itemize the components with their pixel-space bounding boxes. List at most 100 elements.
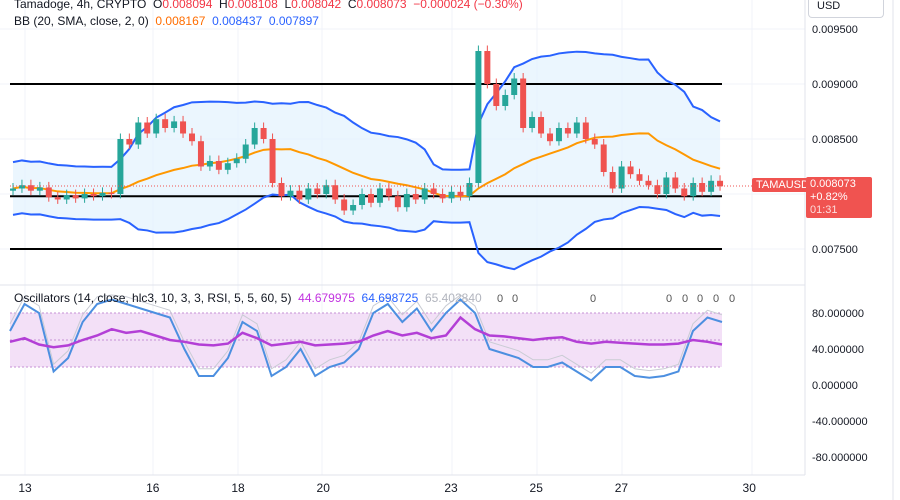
- low-value: 0.008042: [291, 0, 342, 11]
- bb-label: BB (20, SMA, close, 2, 0): [14, 14, 149, 28]
- osc-rsi-line: [9, 315, 723, 349]
- candle-body: [180, 121, 187, 134]
- high-label: H: [219, 0, 228, 11]
- candle-body: [591, 139, 598, 145]
- candle-body: [296, 190, 303, 200]
- candle-body: [547, 133, 553, 142]
- candle-body: [117, 139, 124, 194]
- candle-body: [555, 128, 562, 142]
- candle-body: [269, 139, 276, 183]
- price-tag-countdown: 01:31: [810, 204, 838, 216]
- time-axis-label: 20: [317, 481, 331, 495]
- candle-body: [457, 191, 464, 197]
- candle-body: [376, 188, 383, 203]
- time-axis-label: 23: [444, 481, 458, 495]
- candle-body: [717, 180, 724, 187]
- candle-body: [368, 194, 374, 203]
- candle-body: [394, 196, 401, 208]
- osc-zero-marker: 0: [497, 293, 503, 305]
- candle-body: [27, 185, 34, 191]
- candle-body: [242, 144, 249, 159]
- candle-body: [305, 188, 312, 200]
- low-label: L: [284, 0, 292, 11]
- candle-body: [636, 174, 643, 181]
- candle-body: [564, 128, 571, 134]
- osc-axis-label: 0.000000: [812, 380, 858, 392]
- price-axis-label: 0.008500: [812, 134, 858, 146]
- time-axis-label: 30: [743, 481, 757, 495]
- candle-body: [681, 188, 688, 197]
- price-axis-label: 0.007500: [812, 244, 858, 256]
- candle-body: [144, 122, 151, 134]
- candle-body: [609, 172, 616, 189]
- candle-body: [350, 205, 357, 211]
- price-axis-label: 0.009500: [812, 24, 858, 36]
- osc-zero-marker: 0: [729, 293, 735, 305]
- candle-body: [600, 144, 607, 172]
- bb-fill: [13, 51, 721, 270]
- candle-body: [278, 183, 285, 197]
- candle-body: [412, 194, 419, 200]
- candle-body: [233, 158, 240, 164]
- candle-body: [63, 195, 70, 200]
- candle-body: [260, 128, 267, 139]
- bb-lower-value: 0.007897: [268, 14, 319, 28]
- symbol-tag: TAMAUSD: [752, 178, 813, 192]
- candle-body: [475, 51, 482, 183]
- candle-body: [627, 166, 634, 175]
- price-tag-price: 0.008073: [810, 178, 856, 190]
- candle-body: [36, 187, 43, 191]
- open-value: 0.008094: [162, 0, 213, 11]
- time-axis-label: 25: [530, 481, 544, 495]
- close-value: 0.008073: [356, 0, 407, 11]
- osc-zero-marker: 0: [682, 293, 688, 305]
- candle-body: [582, 122, 589, 139]
- candle-body: [108, 192, 115, 194]
- candle-body: [502, 95, 509, 106]
- osc-stoch-line: [9, 298, 723, 382]
- candle-body: [153, 119, 160, 134]
- candle-body: [206, 161, 213, 167]
- osc-zero-marker: 0: [713, 293, 719, 305]
- candle-body: [430, 188, 437, 194]
- osc-zero-marker: 0: [697, 293, 703, 305]
- candle-body: [251, 128, 258, 145]
- close-label: C: [347, 0, 357, 11]
- time-axis-label: 27: [615, 481, 629, 495]
- candle-body: [672, 177, 679, 189]
- candle-body: [359, 194, 366, 205]
- osc-zero-marker: 0: [512, 293, 518, 305]
- candle-body: [663, 177, 670, 194]
- candle-body: [189, 133, 195, 142]
- candle-body: [421, 188, 428, 200]
- candle-body: [493, 84, 500, 106]
- candle-body: [511, 78, 518, 95]
- osc-axis-label: 80.000000: [812, 308, 864, 320]
- candle-body: [54, 197, 61, 200]
- candle-body: [224, 163, 231, 170]
- time-axis-label: 16: [146, 481, 160, 495]
- osc-axis-label: -80.000000: [812, 452, 868, 464]
- currency-selector[interactable]: USD: [808, 0, 884, 18]
- osc-zero-marker: 0: [590, 293, 596, 305]
- candle-body: [215, 161, 222, 170]
- candle-body: [171, 121, 178, 128]
- candle-body: [645, 180, 652, 186]
- candle-body: [466, 183, 473, 197]
- candle-body: [10, 188, 16, 191]
- price-tag-change: +0.82%: [810, 191, 848, 203]
- candle-body: [538, 117, 545, 134]
- candle-body: [197, 141, 204, 167]
- candle-body: [18, 185, 25, 189]
- price-tag: 0.008073 +0.82% 01:31: [806, 177, 872, 218]
- candle-body: [385, 188, 392, 197]
- time-axis-label: 18: [231, 481, 245, 495]
- oscillator-legend[interactable]: Oscillators (14, close, hlc3, 10, 3, 3, …: [14, 291, 482, 305]
- candle-body: [529, 117, 536, 128]
- candle-body: [699, 183, 706, 192]
- bb-legend[interactable]: BB (20, SMA, close, 2, 0) 0.008167 0.008…: [14, 14, 319, 28]
- candle-body: [690, 183, 697, 197]
- candle-body: [135, 122, 142, 145]
- candle-body: [126, 139, 133, 145]
